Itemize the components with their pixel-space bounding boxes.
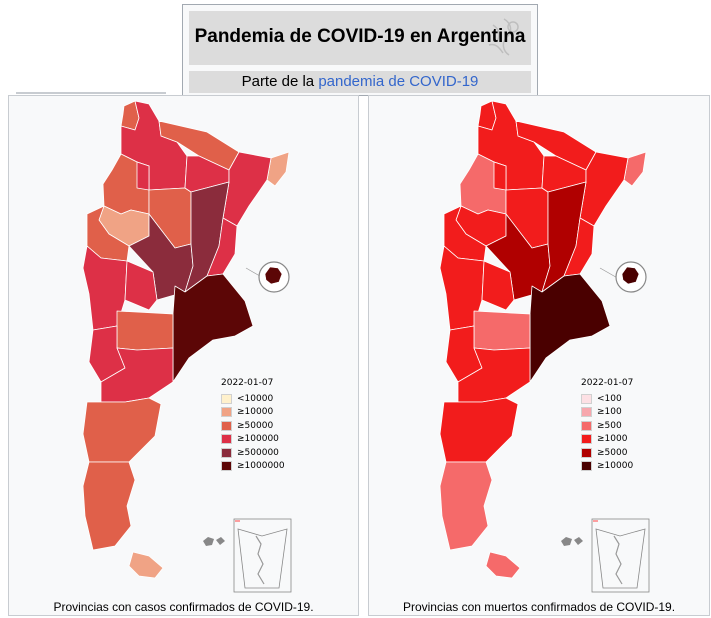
province-córdoba[interactable] [485, 213, 551, 301]
province-tucumán[interactable] [493, 161, 507, 191]
province-córdoba[interactable] [128, 213, 194, 301]
legend-swatch [221, 393, 232, 404]
province-san-luis[interactable] [481, 260, 515, 311]
cases-legend: 2022-01-07 <10000 ≥10000 ≥50000 ≥100000 … [221, 378, 285, 473]
legend-label: ≥1000000 [237, 461, 285, 472]
province-ciudad-de-buenos-aires[interactable] [621, 266, 640, 285]
province-santa-cruz[interactable] [82, 461, 136, 551]
malvinas-islands [203, 537, 225, 546]
province-chubut[interactable] [82, 397, 162, 463]
deaths-legend: 2022-01-07 <100 ≥100 ≥500 ≥1000 ≥5000 ≥1… [581, 378, 633, 473]
legend-label: ≥50000 [237, 420, 274, 431]
divider [16, 92, 166, 94]
province-san-luis[interactable] [124, 260, 158, 311]
deaths-map-caption: Provincias con muertos confirmados de CO… [402, 600, 676, 614]
legend-label: ≥500 [597, 420, 622, 431]
antarctica-inset [591, 518, 650, 593]
deaths-map-panel: 2022-01-07 <100 ≥100 ≥500 ≥1000 ≥5000 ≥1… [368, 95, 710, 616]
legend-swatch [221, 461, 232, 472]
legend-swatch [581, 447, 592, 458]
cases-map[interactable] [9, 96, 360, 596]
province-tierra-del-fuego[interactable] [128, 551, 164, 579]
legend-swatch [221, 420, 232, 431]
pandemic-link[interactable]: pandemia de COVID-19 [318, 73, 479, 90]
caba-inset [245, 261, 290, 293]
legend-swatch [581, 461, 592, 472]
legend-label: ≥10000 [597, 461, 634, 472]
legend-item: ≥5000 [581, 446, 633, 460]
page-title: Pandemia de COVID-19 en Argentina [194, 26, 526, 47]
legend-swatch [221, 447, 232, 458]
cases-map-panel: 2022-01-07 <10000 ≥10000 ≥50000 ≥100000 … [8, 95, 359, 616]
legend-swatch [581, 407, 592, 418]
legend-item: ≥100000 [221, 433, 285, 447]
province-misiones[interactable] [266, 151, 290, 187]
province-tierra-del-fuego[interactable] [485, 551, 521, 579]
legend-item: ≥100 [581, 406, 633, 420]
legend-label: ≥5000 [597, 447, 628, 458]
legend-label: <100 [597, 393, 622, 404]
malvinas-islands [561, 537, 583, 546]
deaths-map[interactable] [369, 96, 711, 596]
cases-map-caption: Provincias con casos confirmados de COVI… [53, 600, 314, 614]
subtitle-bar: Parte de la pandemia de COVID-19 [189, 71, 531, 93]
legend-label: ≥500000 [237, 447, 279, 458]
legend-item: ≥1000 [581, 433, 633, 447]
legend-item: ≥1000000 [221, 460, 285, 474]
legend-swatch [221, 434, 232, 445]
subtitle-prefix: Parte de la [241, 73, 315, 90]
legend-swatch [221, 407, 232, 418]
legend-swatch [581, 434, 592, 445]
legend-label: <10000 [237, 393, 274, 404]
province-santa-cruz[interactable] [439, 461, 493, 551]
legend-item: ≥500000 [221, 446, 285, 460]
legend-label: ≥10000 [237, 407, 274, 418]
virus-emblem-icon [488, 18, 519, 56]
legend-date: 2022-01-07 [581, 378, 634, 388]
legend-date: 2022-01-07 [221, 378, 274, 388]
legend-swatch [581, 420, 592, 431]
legend-label: ≥100 [597, 407, 622, 418]
legend-item: ≥500 [581, 419, 633, 433]
antarctica-inset [233, 518, 292, 593]
caba-inset [599, 261, 647, 293]
legend-label: ≥1000 [597, 434, 628, 445]
province-la-pampa[interactable] [473, 310, 531, 351]
province-tucumán[interactable] [136, 161, 150, 191]
province-chubut[interactable] [439, 397, 519, 463]
legend-item: <100 [581, 392, 633, 406]
province-la-pampa[interactable] [116, 310, 174, 351]
province-ciudad-de-buenos-aires[interactable] [264, 266, 283, 285]
title-bar: Pandemia de COVID-19 en Argentina [189, 11, 531, 65]
legend-item: ≥50000 [221, 419, 285, 433]
legend-swatch [581, 393, 592, 404]
legend-item: <10000 [221, 392, 285, 406]
infobox-header: Pandemia de COVID-19 en Argentina Parte … [182, 4, 538, 96]
legend-item: ≥10000 [581, 460, 633, 474]
legend-item: ≥10000 [221, 406, 285, 420]
legend-label: ≥100000 [237, 434, 279, 445]
province-misiones[interactable] [623, 151, 647, 187]
